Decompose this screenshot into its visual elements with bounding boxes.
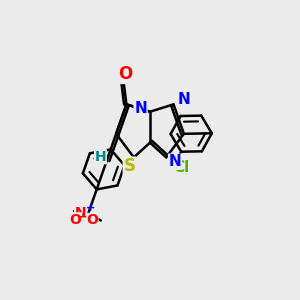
- Text: N: N: [169, 154, 182, 169]
- Text: S: S: [123, 157, 135, 175]
- Text: Cl: Cl: [173, 160, 189, 175]
- Text: O: O: [118, 65, 132, 83]
- Text: −: −: [76, 211, 87, 224]
- Text: +: +: [86, 203, 95, 213]
- Text: O: O: [70, 213, 82, 227]
- Text: H: H: [94, 150, 106, 164]
- Text: O: O: [86, 214, 98, 227]
- Text: N: N: [134, 101, 147, 116]
- Text: N: N: [75, 206, 86, 220]
- Text: N: N: [178, 92, 190, 107]
